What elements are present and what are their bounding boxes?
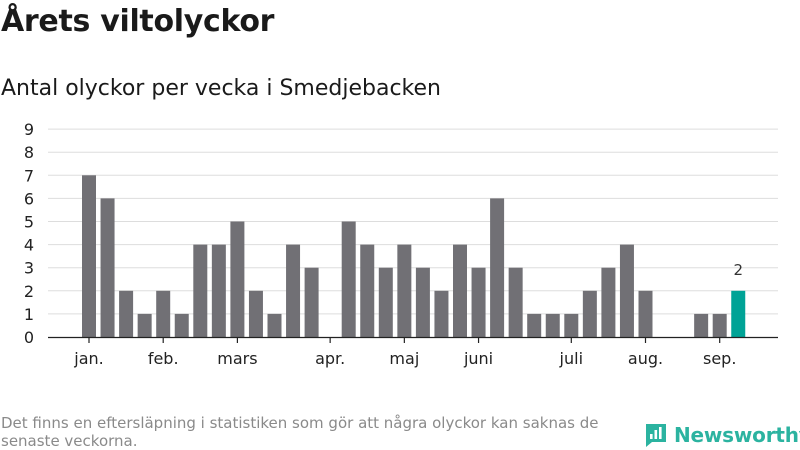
x-tick-label: maj: [389, 349, 419, 368]
y-tick-label: 5: [24, 213, 34, 232]
bar: [211, 244, 226, 337]
bar: [248, 290, 263, 337]
chart-subtitle: Antal olyckor per vecka i Smedjebacken: [1, 76, 441, 101]
bar: [397, 244, 412, 337]
bar: [490, 198, 505, 337]
x-tick-label: aug.: [628, 349, 663, 368]
bar: [174, 313, 189, 337]
bar: [638, 290, 653, 337]
bar: [119, 290, 134, 337]
bar: [694, 313, 709, 337]
bar: [712, 313, 727, 337]
bar: [137, 313, 152, 337]
x-tick-label: juni: [463, 349, 493, 368]
x-tick-label: sep.: [703, 349, 736, 368]
bar: [453, 244, 467, 337]
bar: [156, 290, 171, 337]
bar: [527, 313, 542, 337]
y-tick-label: 1: [24, 305, 34, 324]
x-tick-label: feb.: [148, 349, 179, 368]
y-tick-label: 9: [24, 120, 34, 139]
bar: [415, 267, 430, 337]
y-tick-label: 0: [24, 328, 34, 347]
bar: [601, 267, 616, 337]
bar: [193, 244, 208, 337]
footnote: Det finns en eftersläpning i statistiken…: [1, 414, 599, 450]
bar: [230, 221, 245, 337]
newsworthy-logo-text: Newsworthy: [674, 423, 800, 447]
y-tick-label: 7: [24, 166, 34, 185]
bar-chart: 0 1 2 3 4 5 6 7 8 9 2 jan. feb. mars apr. maj juni juli au…: [24, 120, 778, 368]
bar: [378, 267, 393, 337]
bar: [267, 313, 282, 337]
x-tick-label: jan.: [73, 349, 103, 368]
bar: [100, 198, 115, 337]
y-tick-label: 3: [24, 259, 34, 278]
x-tick-label: apr.: [315, 349, 345, 368]
bar: [564, 313, 579, 337]
bar: [82, 175, 96, 337]
x-tick-label: juli: [559, 349, 583, 368]
y-tick-label: 4: [24, 236, 34, 255]
y-tick-label: 8: [24, 143, 34, 162]
bar: [545, 313, 560, 337]
x-tick-label: mars: [217, 349, 257, 368]
y-tick-label: 6: [24, 189, 34, 208]
bar: [341, 221, 356, 337]
newsworthy-logo-icon: [646, 424, 666, 447]
bar: [286, 244, 301, 337]
bar: [360, 244, 375, 337]
bar: [582, 290, 597, 337]
newsworthy-logo: Newsworthy: [644, 420, 800, 450]
bar: [434, 290, 449, 337]
bar: [508, 267, 523, 337]
bar: [304, 267, 319, 337]
y-tick-label: 2: [24, 282, 34, 301]
bar: [619, 244, 634, 337]
bar-highlight: [731, 290, 746, 337]
bar: [471, 267, 486, 337]
data-label: 2: [733, 261, 743, 279]
chart-title: Årets viltolyckor: [1, 4, 275, 39]
